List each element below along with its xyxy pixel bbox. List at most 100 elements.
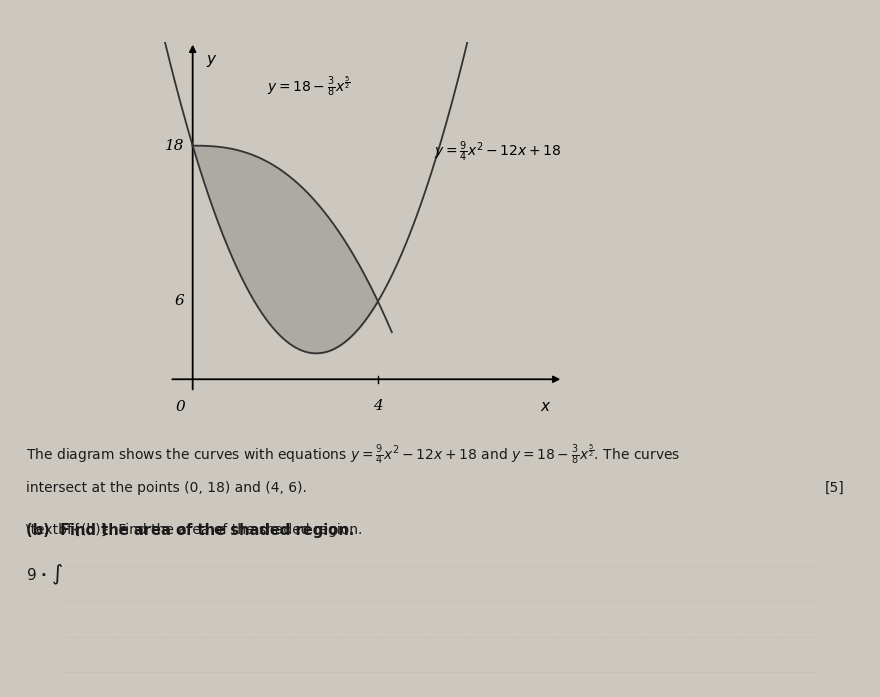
Point	[225, 631, 239, 643]
Point	[744, 560, 758, 572]
Point	[703, 666, 717, 677]
Point	[691, 595, 705, 606]
Point	[590, 560, 605, 572]
Point	[228, 560, 242, 572]
Point	[723, 595, 737, 606]
Point	[152, 631, 166, 643]
Point	[187, 595, 202, 606]
Point	[289, 666, 303, 677]
Point	[84, 631, 99, 643]
Point	[527, 631, 541, 643]
Point	[671, 595, 685, 606]
Point	[615, 666, 629, 677]
Point	[573, 560, 587, 572]
Point	[731, 560, 745, 572]
Point	[362, 595, 376, 606]
Point	[592, 631, 606, 643]
Point	[283, 666, 297, 677]
Point	[163, 631, 177, 643]
Point	[547, 631, 561, 643]
Point	[459, 631, 473, 643]
Point	[550, 560, 564, 572]
Point	[148, 631, 162, 643]
Point	[394, 631, 408, 643]
Point	[359, 560, 373, 572]
Point	[286, 560, 300, 572]
Point	[172, 666, 187, 677]
Point	[311, 595, 325, 606]
Point	[756, 666, 770, 677]
Point	[656, 560, 670, 572]
Point	[480, 595, 494, 606]
Point	[107, 666, 121, 677]
Point	[598, 595, 612, 606]
Point	[240, 666, 254, 677]
Point	[595, 560, 609, 572]
Point	[688, 560, 702, 572]
Point	[60, 560, 74, 572]
Point	[638, 560, 652, 572]
Point	[741, 595, 755, 606]
Point	[627, 595, 642, 606]
Point	[180, 560, 194, 572]
Point	[324, 560, 338, 572]
Point	[213, 666, 227, 677]
Point	[575, 631, 589, 643]
Point	[633, 666, 647, 677]
Point	[384, 560, 398, 572]
Point	[220, 666, 234, 677]
Point	[469, 631, 483, 643]
Point	[442, 560, 456, 572]
Point	[397, 666, 411, 677]
Point	[107, 560, 121, 572]
Point	[575, 560, 589, 572]
Point	[163, 560, 177, 572]
Point	[344, 560, 358, 572]
Point	[286, 595, 300, 606]
Point	[744, 666, 758, 677]
Point	[356, 560, 370, 572]
Point	[369, 631, 383, 643]
Point	[610, 666, 624, 677]
Point	[489, 560, 503, 572]
Point	[603, 631, 617, 643]
Point	[296, 666, 310, 677]
Point	[218, 666, 232, 677]
Point	[90, 560, 104, 572]
Point	[394, 560, 408, 572]
Point	[723, 666, 737, 677]
Point	[550, 631, 564, 643]
Point	[729, 560, 743, 572]
Point	[502, 666, 517, 677]
Point	[354, 560, 368, 572]
Point	[419, 631, 433, 643]
Point	[532, 595, 546, 606]
Point	[346, 666, 360, 677]
Point	[102, 595, 116, 606]
Point	[328, 631, 342, 643]
Point	[160, 595, 174, 606]
Point	[79, 666, 93, 677]
Point	[167, 631, 181, 643]
Point	[326, 560, 341, 572]
Point	[532, 666, 546, 677]
Point	[381, 595, 395, 606]
Point	[190, 631, 204, 643]
Point	[374, 631, 388, 643]
Point	[761, 666, 775, 677]
Point	[155, 631, 169, 643]
Point	[620, 560, 634, 572]
Point	[97, 595, 111, 606]
Point	[738, 666, 752, 677]
Point	[502, 631, 517, 643]
Point	[132, 560, 146, 572]
Point	[64, 666, 78, 677]
Point	[568, 595, 582, 606]
Point	[646, 595, 660, 606]
Point	[130, 560, 144, 572]
Point	[507, 560, 521, 572]
Point	[95, 666, 109, 677]
Point	[135, 666, 149, 677]
Point	[638, 631, 652, 643]
Point	[379, 631, 393, 643]
